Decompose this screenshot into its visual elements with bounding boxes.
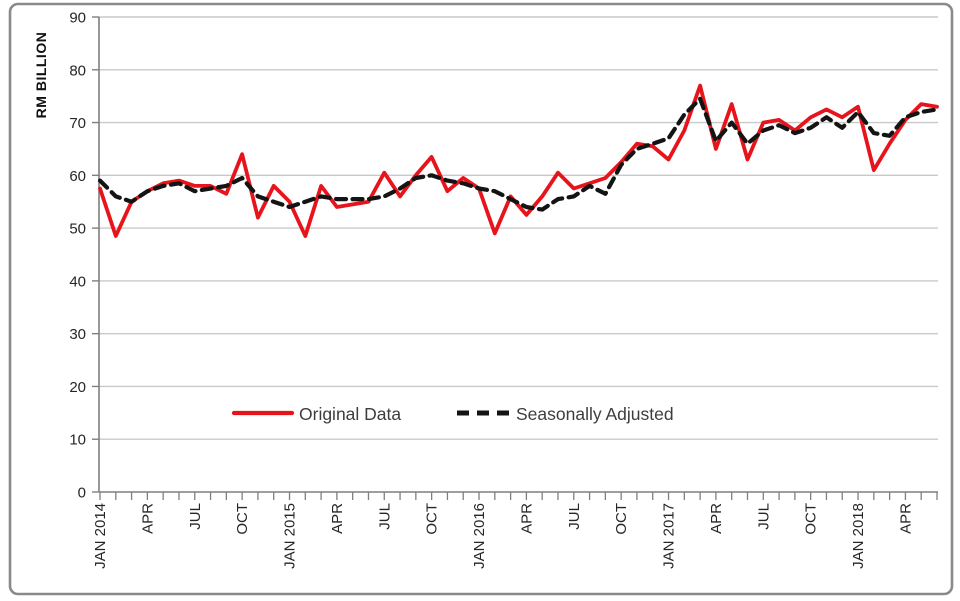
y-axis-ticks [92, 16, 99, 493]
x-axis-tick-label: JUL [755, 503, 772, 530]
gridlines [99, 16, 938, 440]
legend: Original Data Seasonally Adjusted [231, 404, 674, 424]
x-axis-tick-label: JAN 2017 [661, 503, 678, 569]
x-axis-tick-label: APR [897, 503, 914, 534]
y-axis-tick-label: 20 [69, 379, 86, 396]
x-axis-tick-label: APR [139, 503, 156, 534]
x-axis-tick-label: OCT [803, 503, 820, 535]
x-axis-tick-label: APR [329, 503, 346, 534]
y-axis-tick-label: 10 [69, 432, 86, 449]
chart-border [8, 2, 954, 596]
x-axis-tick-label: OCT [234, 503, 251, 535]
x-axis-tick-label: APR [518, 503, 535, 534]
x-axis-tick-label: JUL [376, 503, 393, 530]
x-axis-tick-label: OCT [424, 503, 441, 535]
y-axis-tick-label: 90 [69, 10, 86, 27]
y-axis-tick-label: 0 [78, 485, 86, 502]
y-axis-tick-label: 40 [69, 273, 86, 290]
x-axis-tick-label: JAN 2016 [471, 503, 488, 569]
y-axis-tick-label: 60 [69, 168, 86, 185]
y-axis-tick-label: 80 [69, 62, 86, 79]
y-axis-tick-labels: 0 10 20 30 40 50 60 70 80 90 [69, 10, 86, 502]
x-axis-tick-label: OCT [613, 503, 630, 535]
y-axis-title: RM BILLION [33, 32, 49, 119]
x-axis-tick-labels: JAN 2014 APR JUL OCT JAN 2015 APR JUL OCT JAN 20… [92, 503, 914, 569]
seasonally-adjusted-line [97, 96, 940, 212]
original-data-line [98, 83, 939, 238]
y-axis-tick-label: 30 [69, 326, 86, 343]
x-axis-tick-label: JAN 2014 [92, 503, 109, 569]
y-axis-tick-label: 70 [69, 115, 86, 132]
x-axis-tick-label: JAN 2018 [850, 503, 867, 569]
legend-seasonally-adjusted-label: Seasonally Adjusted [516, 404, 674, 424]
data-series [97, 83, 940, 238]
x-axis-tick-label: JUL [566, 503, 583, 530]
x-axis-tick-label: JAN 2015 [282, 503, 299, 569]
x-axis-ticks [99, 492, 938, 500]
axes [98, 17, 938, 493]
x-axis-tick-label: APR [708, 503, 725, 534]
legend-original-data-label: Original Data [299, 404, 401, 424]
y-axis-tick-label: 50 [69, 221, 86, 238]
x-axis-tick-label: JUL [187, 503, 204, 530]
